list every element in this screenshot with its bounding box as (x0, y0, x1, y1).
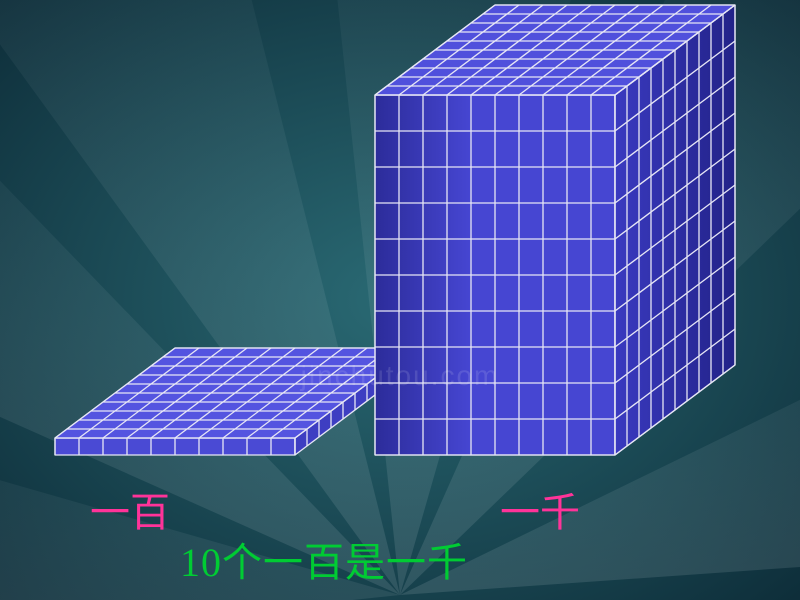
label-sentence: 10个一百是一千 (180, 530, 468, 588)
slide-stage: jinchutou.com 一百 一千 10个一百是一千 (0, 0, 800, 600)
label-thousand: 一千 (500, 480, 580, 538)
label-hundred: 一百 (90, 480, 170, 538)
